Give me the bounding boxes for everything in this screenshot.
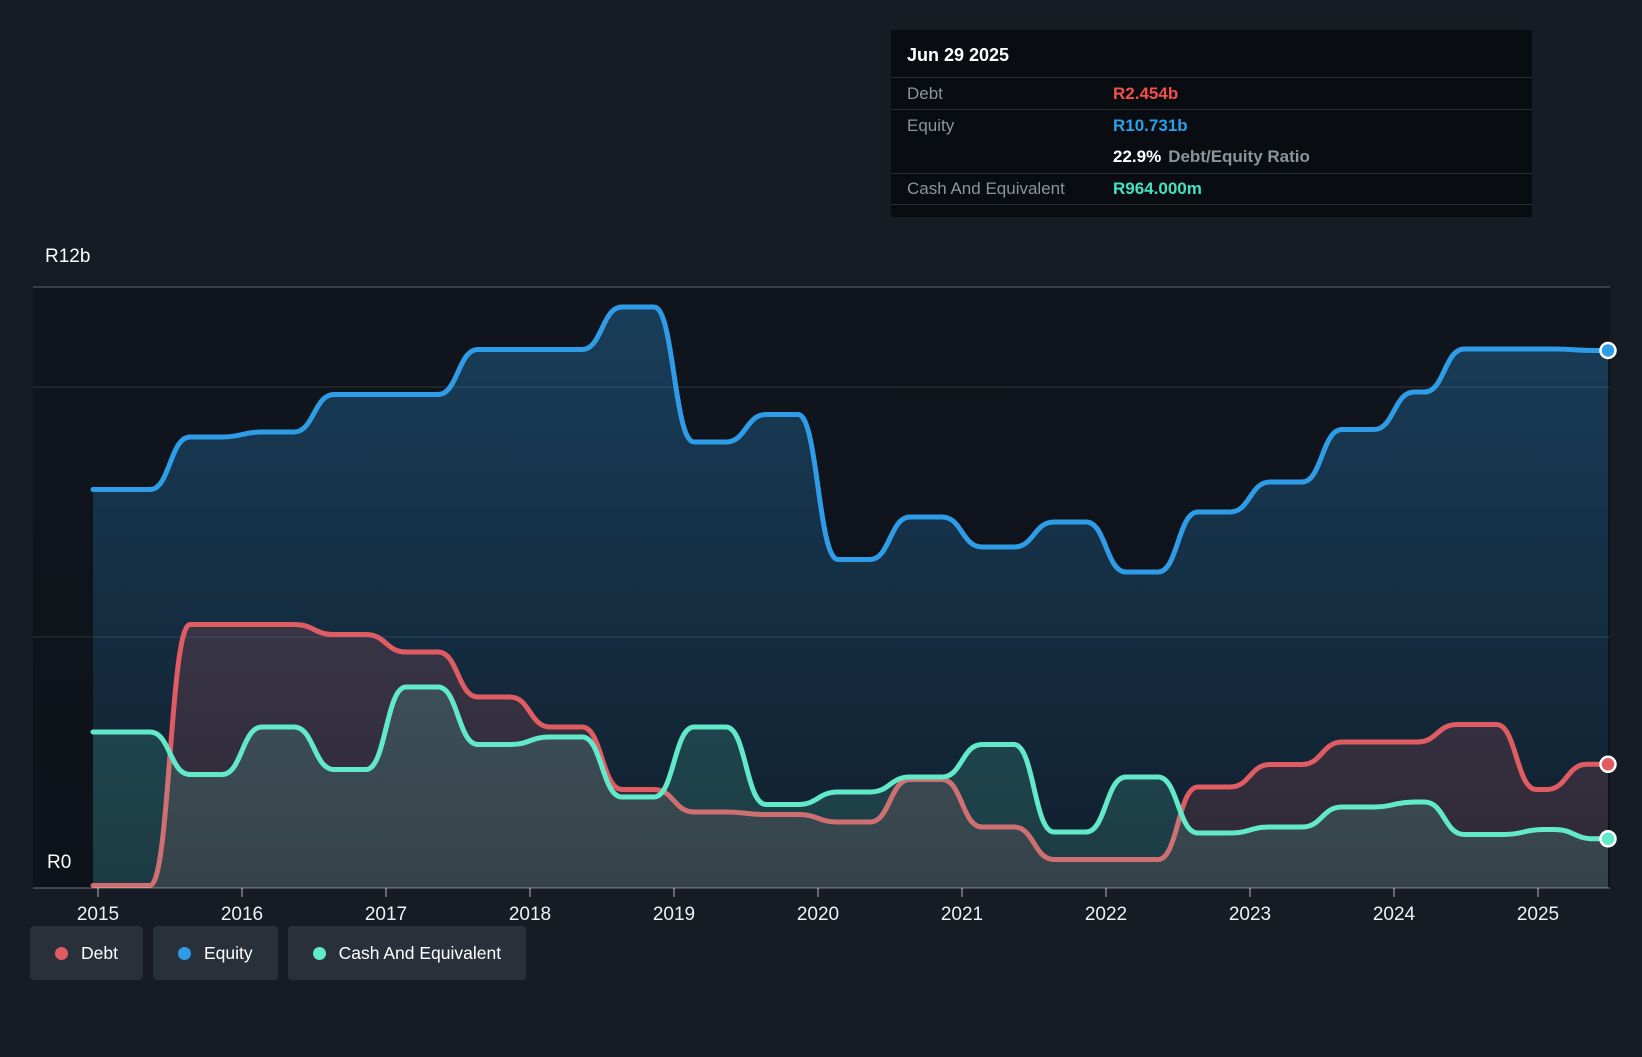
tooltip-row-debt: Debt R2.454b <box>891 77 1532 109</box>
x-axis-label-2020: 2020 <box>797 904 839 925</box>
cash-and-equivalent-line <box>90 684 1611 842</box>
equity-endpoint-dot <box>1599 341 1617 360</box>
legend-button-cash[interactable]: Cash And Equivalent <box>287 926 527 980</box>
legend-button-debt[interactable]: Debt <box>30 926 143 980</box>
tooltip-debt-value: R2.454b <box>1113 83 1179 103</box>
tooltip-ratio-value: 22.9% <box>1113 147 1162 166</box>
tooltip-debt-label: Debt <box>907 83 943 103</box>
debt-series-dot-icon <box>55 946 68 960</box>
x-axis-label-2018: 2018 <box>509 904 551 925</box>
x-axis-label-2024: 2024 <box>1373 904 1416 925</box>
x-axis-label-2019: 2019 <box>653 904 695 925</box>
x-axis-label-2023: 2023 <box>1229 904 1271 925</box>
tooltip-cash-value: R964.000m <box>1113 179 1202 198</box>
cash-and-equivalent-endpoint-dot <box>1599 830 1617 848</box>
cash-and-equivalent-area-fill <box>93 687 1608 888</box>
tooltip-equity-label: Equity <box>907 115 955 135</box>
tooltip-ratio-label: Debt/Equity Ratio <box>1168 147 1310 166</box>
y-axis-label-top: R12b <box>45 246 90 267</box>
legend-cash-label: Cash And Equivalent <box>338 942 502 963</box>
tooltip-row-ratio: 22.9% Debt/Equity Ratio <box>891 141 1532 173</box>
cash-series-dot-icon <box>312 946 326 960</box>
legend-button-equity[interactable]: Equity <box>152 926 278 980</box>
tooltip-row-equity: Equity R10.731b <box>891 109 1532 141</box>
equity-line <box>90 304 1611 575</box>
legend-debt-label: Debt <box>81 942 118 963</box>
chart-legend: Debt Equity Cash And Equivalent <box>30 926 527 980</box>
y-axis-label-bottom: R0 <box>47 852 71 873</box>
debt-endpoint-dot <box>1599 755 1617 774</box>
x-axis-label-2017: 2017 <box>365 904 407 925</box>
tooltip-equity-value: R10.731b <box>1113 115 1188 135</box>
x-axis-label-2022: 2022 <box>1085 904 1127 925</box>
x-axis-label-2016: 2016 <box>221 904 263 925</box>
x-axis-label-2015: 2015 <box>77 904 119 925</box>
x-axis-label-2021: 2021 <box>941 904 983 925</box>
tooltip-row-cash: Cash And Equivalent R964.000m <box>891 173 1532 205</box>
tooltip-cash-label: Cash And Equivalent <box>907 179 1065 198</box>
legend-equity-label: Equity <box>203 942 253 963</box>
tooltip-date: Jun 29 2025 <box>907 45 1010 65</box>
equity-series-dot-icon <box>177 946 191 960</box>
x-axis-label-2025: 2025 <box>1517 904 1559 925</box>
chart-tooltip: Jun 29 2025 Debt R2.454b Equity R10.731b… <box>891 30 1532 217</box>
